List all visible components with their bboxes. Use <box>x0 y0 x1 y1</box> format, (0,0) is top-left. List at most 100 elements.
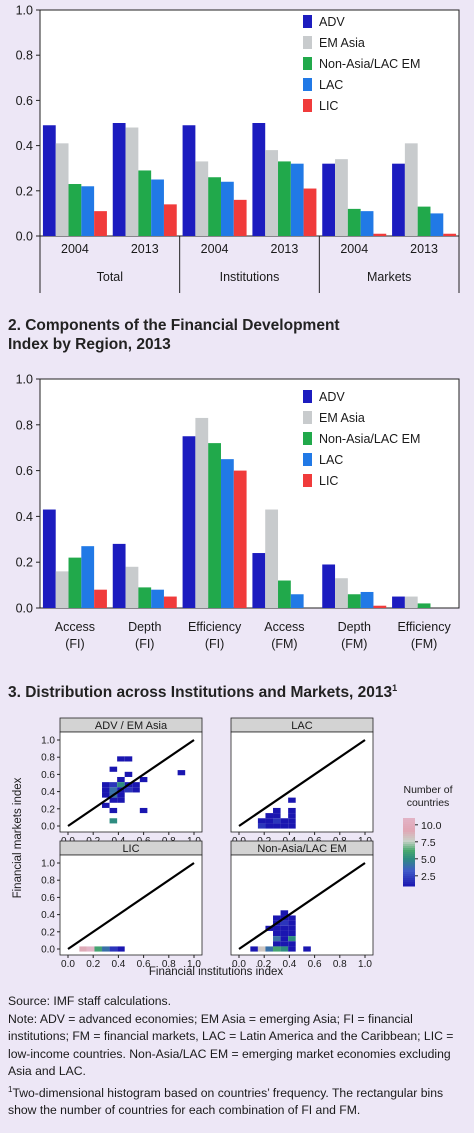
p3-facet-2-ytick-label-2: 0.4 <box>41 910 55 921</box>
p3-facet-1-bin-10 <box>288 818 296 824</box>
p3-facet-3-xtick-label-1: 0.2 <box>257 959 271 970</box>
p2-legend-label-3: LAC <box>319 453 343 467</box>
p3-facet-3-bin-6 <box>288 920 296 926</box>
p3-facet-0-bin-5 <box>117 776 125 783</box>
p3-facet-1-title: LAC <box>291 720 312 732</box>
p3-colorbar-segment-7 <box>403 832 415 835</box>
p3-facet-1-bin-9 <box>280 818 289 824</box>
p3-facet-3-xtick-label-3: 0.6 <box>308 959 322 970</box>
p3-colorbar-segment-17 <box>403 852 415 855</box>
p2-legend-swatch-0 <box>303 390 312 403</box>
p3-colorbar-segment-21 <box>403 860 415 863</box>
p1-ytick-label-4: 0.8 <box>16 49 33 63</box>
p1-group-label: Markets <box>367 270 411 284</box>
p1-legend-label-0: ADV <box>319 15 345 29</box>
p2-bar-3-2 <box>278 580 291 608</box>
p2-legend-swatch-2 <box>303 432 312 445</box>
p3-facet-2-xtick-label-3: 0.6 <box>137 959 151 970</box>
p1-bar-Markets-2004-1 <box>335 159 348 236</box>
p3-facet-0-bin-21 <box>117 797 125 803</box>
p2-bar-4-4 <box>373 605 387 608</box>
p1-category-label: 2013 <box>410 242 438 256</box>
p3-facet-0-bin-12 <box>102 787 110 793</box>
panel-3-title-superscript: 1 <box>392 683 398 693</box>
p3-facet-0-bin-1 <box>124 756 133 762</box>
p3-colorbar-segment-4 <box>403 826 415 829</box>
p3-facet-3-bin-21 <box>257 946 266 952</box>
p3-facet-1-bin-12 <box>265 823 274 829</box>
p3-colorbar-tick-label-1: 7.5 <box>421 837 436 849</box>
p3-facet-1-bin-5 <box>288 813 296 819</box>
p3-facet-3-xtick-label-4: 0.8 <box>333 959 347 970</box>
p3-facet-2-xtick-label-4: 0.8 <box>162 959 176 970</box>
p3-colorbar-segment-3 <box>403 824 415 827</box>
p3-facet-0-bin-25 <box>109 818 118 824</box>
p3-x-axis-label: Financial institutions index <box>149 966 283 978</box>
p1-legend-swatch-2 <box>303 57 312 70</box>
p3-facet-2-bin-0 <box>79 946 87 952</box>
p3-facet-3-bin-26 <box>303 946 311 952</box>
p3-facet-0-ytick-label-2: 0.4 <box>41 787 55 798</box>
abbreviations-note: Note: ADV = advanced economies; EM Asia … <box>8 1011 454 1079</box>
p1-bar-Institutions-2013-3 <box>290 163 304 236</box>
p2-category-sublabel: (FM) <box>341 637 367 651</box>
p2-bar-3-3 <box>290 594 304 608</box>
p2-bar-0-1 <box>55 571 69 608</box>
p2-bar-1-3 <box>151 589 164 608</box>
p3-colorbar-segment-10 <box>403 838 415 841</box>
p3-facet-0-ytick-label-0: 0.0 <box>41 822 55 833</box>
p2-ytick-label-2: 0.4 <box>16 510 33 524</box>
p3-facet-0-bin-11 <box>132 782 140 788</box>
p3-facet-0-bin-16 <box>132 787 140 793</box>
p2-legend-label-0: ADV <box>319 390 345 404</box>
p3-colorbar-title-1: Number of <box>403 784 452 796</box>
p3-facet-0-ytick-label-4: 0.8 <box>41 753 55 764</box>
p3-facet-1-bin-1 <box>273 807 281 814</box>
p3-facet-1-bin-7 <box>265 818 274 824</box>
p2-ytick-label-4: 0.8 <box>16 418 33 432</box>
p3-facet-2-xtick-label-5: 1.0 <box>187 959 201 970</box>
p3-facet-3-bin-16 <box>288 936 296 942</box>
p3-colorbar-segment-22 <box>403 862 415 865</box>
p3-facet-3-bin-11 <box>273 930 281 937</box>
p3-facet-2-title: LIC <box>122 843 139 855</box>
p3-facet-0-bin-13 <box>109 787 118 793</box>
p3-facet-0-bin-19 <box>117 792 125 798</box>
p2-ytick-label-3: 0.6 <box>16 464 33 478</box>
p3-facet-0-ytick-label-5: 1.0 <box>41 736 55 747</box>
p1-category-label: 2004 <box>201 242 229 256</box>
p3-facet-2-reference-line <box>67 862 195 950</box>
p2-category-label: Efficiency <box>397 620 451 634</box>
p3-facet-1-bin-11 <box>257 823 266 829</box>
p1-bar-Markets-2004-4 <box>373 233 387 236</box>
p3-facet-2-bin-5 <box>117 946 125 952</box>
p1-legend-label-1: EM Asia <box>319 36 365 50</box>
p2-legend-label-1: EM Asia <box>319 411 365 425</box>
p3-facet-3-bin-8 <box>273 925 281 931</box>
p1-bar-Markets-2013-1 <box>404 143 418 236</box>
p3-y-axis-label: Financial markets index <box>12 777 24 898</box>
p2-category-sublabel: (FI) <box>205 637 224 651</box>
p1-category-label: 2004 <box>61 242 89 256</box>
p3-facet-1-bin-6 <box>257 818 266 824</box>
p3-colorbar-segment-14 <box>403 846 415 849</box>
p1-bar-Total-2013-4 <box>163 204 177 236</box>
p1-bar-Institutions-2013-1 <box>265 150 279 236</box>
p2-legend-label-2: Non-Asia/LAC EM <box>319 432 420 446</box>
p3-colorbar-tick-label-3: 2.5 <box>421 871 436 883</box>
p2-bar-1-1 <box>125 566 139 608</box>
p3-colorbar-segment-6 <box>403 830 415 833</box>
p1-bar-Markets-2013-3 <box>430 213 444 236</box>
p2-bar-2-4 <box>233 470 247 608</box>
p3-facet-2-xtick-label-2: 0.4 <box>111 959 125 970</box>
p2-ytick-label-0: 0.0 <box>16 602 33 616</box>
p3-facet-0-bin-8 <box>109 782 118 788</box>
p3-facet-0-ytick-label-1: 0.2 <box>41 804 55 815</box>
p3-colorbar-segment-15 <box>403 848 415 851</box>
p2-bar-4-0 <box>322 564 336 608</box>
source-note: Source: IMF staff calculations. <box>8 994 172 1008</box>
panel-3-title: 3. Distribution across Institutions and … <box>8 679 397 702</box>
p3-facet-1-bin-4 <box>273 813 281 819</box>
p1-group-label: Institutions <box>220 270 280 284</box>
p3-facet-2-ytick-label-0: 0.0 <box>41 945 55 956</box>
